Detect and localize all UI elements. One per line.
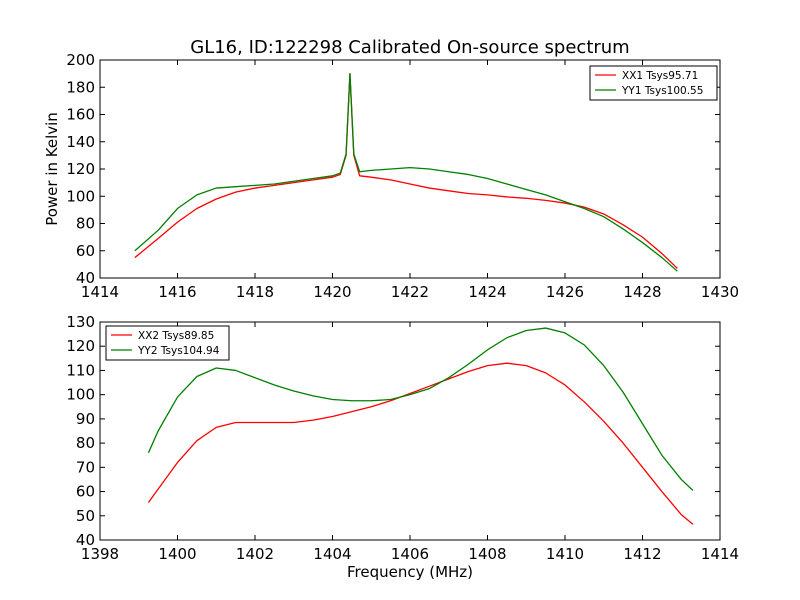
x-tick-label: 1408 xyxy=(468,545,506,563)
legend-box xyxy=(105,325,230,361)
x-tick-label: 1400 xyxy=(158,545,196,563)
legend-entry: XX1 Tsys95.71 xyxy=(622,70,698,82)
y-tick-label: 80 xyxy=(76,215,95,233)
y-tick-label: 100 xyxy=(66,187,95,205)
series-line-1-2 xyxy=(134,72,678,272)
y-tick-label: 70 xyxy=(76,458,95,476)
y-tick-label: 50 xyxy=(76,507,95,525)
y-tick-label: 100 xyxy=(66,386,95,404)
x-tick-label: 1406 xyxy=(391,545,429,563)
y-tick-label: 40 xyxy=(76,269,95,287)
x-tick-label: 1426 xyxy=(546,283,584,301)
legend-entry: XX2 Tsys89.85 xyxy=(138,330,214,342)
y-tick-label: 90 xyxy=(76,410,95,428)
x-tick-label: 1404 xyxy=(313,545,351,563)
y-tick-label: 200 xyxy=(66,51,95,69)
y-tick-label: 60 xyxy=(76,242,95,260)
x-tick-label: 1412 xyxy=(623,545,661,563)
y-axis-label: Power in Kelvin xyxy=(43,112,61,226)
y-tick-label: 160 xyxy=(66,106,95,124)
x-axis-label: Frequency (MHz) xyxy=(347,563,473,581)
y-tick-label: 60 xyxy=(76,483,95,501)
y-tick-label: 110 xyxy=(66,361,95,379)
x-tick-label: 1420 xyxy=(313,283,351,301)
y-tick-label: 120 xyxy=(66,337,95,355)
x-tick-label: 1414 xyxy=(701,545,739,563)
series-line-1-1 xyxy=(134,72,678,269)
series-line-2-2 xyxy=(147,327,694,491)
y-tick-label: 120 xyxy=(66,160,95,178)
x-tick-label: 1428 xyxy=(623,283,661,301)
y-tick-label: 130 xyxy=(66,313,95,331)
y-tick-label: 80 xyxy=(76,434,95,452)
series-line-2-1 xyxy=(147,362,694,525)
x-tick-label: 1398 xyxy=(81,545,119,563)
x-tick-label: 1410 xyxy=(546,545,584,563)
figure-title: GL16, ID:122298 Calibrated On-source spe… xyxy=(190,37,629,58)
top-axes: 1414 1416 1418 1420 1422 1424 1426 1428 1430 40 60… xyxy=(43,51,739,301)
legend-entry: YY1 Tsys100.55 xyxy=(621,85,703,97)
legend-entry: YY2 Tsys104.94 xyxy=(137,345,220,357)
legend: XX1 Tsys95.71 YY1 Tsys100.55 xyxy=(589,65,718,101)
x-tick-label: 1424 xyxy=(468,283,506,301)
y-tick-label: 140 xyxy=(66,133,95,151)
x-tick-label: 1402 xyxy=(236,545,274,563)
legend-box xyxy=(589,65,718,101)
x-tick-label: 1430 xyxy=(701,283,739,301)
y-tick-label: 180 xyxy=(66,78,95,96)
x-tick-label: 1422 xyxy=(391,283,429,301)
legend: XX2 Tsys89.85 YY2 Tsys104.94 xyxy=(105,325,230,361)
x-tick-label: 1418 xyxy=(236,283,274,301)
x-tick-label: 1414 xyxy=(81,283,119,301)
x-tick-label: 1416 xyxy=(158,283,196,301)
bottom-axes: 1398 1400 1402 1404 1406 1408 1410 1412 1414 40 50… xyxy=(66,313,739,581)
y-tick-label: 40 xyxy=(76,531,95,549)
